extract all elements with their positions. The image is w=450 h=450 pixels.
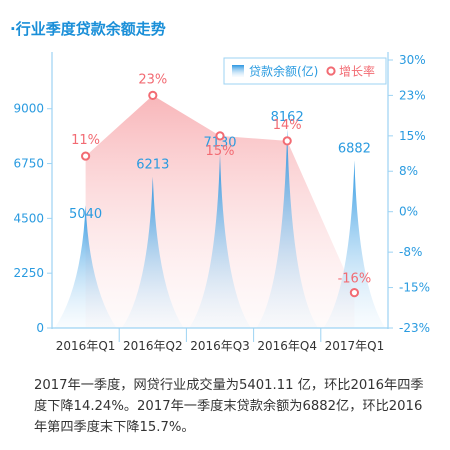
right-tick-label: 30% [399,53,426,67]
x-tick-label: 2016年Q1 [56,339,116,353]
bar-value-label: 7130 [203,135,236,150]
growth-label: 14% [273,118,302,133]
bar [323,160,386,328]
bar [256,129,319,328]
growth-marker [81,151,91,161]
left-tick-label: 2250 [13,266,44,280]
bar-value-label: 8162 [271,110,304,125]
chart: 2016年Q1 2016年Q2 2016年Q3 2016年Q4 2017年Q1 9000 6… [13,52,430,353]
description-text: 2017年一季度，网贷行业成交量为5401.11 亿，环比2016年四季度下降1… [34,375,426,438]
bar [189,154,251,328]
x-tick-label: 2016年Q4 [257,339,317,353]
growth-label: 15% [206,144,235,159]
growth-marker [215,131,225,141]
right-tick-label: -8% [399,245,422,259]
legend-growth-swatch [326,66,336,76]
bar-value-label: 5040 [69,207,102,222]
legend-bar-label: 贷款余额(亿) [249,64,318,79]
bar-value-label: 6882 [338,141,371,156]
bar-value-label: 6213 [136,158,169,173]
x-tick-label: 2016年Q3 [190,339,250,353]
chart-title: ·行业季度贷款余额走势 [10,20,166,38]
description-paragraph: 2017年一季度，网贷行业成交量为5401.11 亿，环比2016年四季度下降1… [34,378,424,435]
x-tick-label: 2017年Q1 [325,339,385,353]
legend: 贷款余额(亿) 增长率 [223,57,387,85]
growth-label: -16% [338,272,372,287]
growth-marker [282,136,292,146]
right-tick-label: 15% [399,129,426,143]
legend-bar-swatch [232,65,244,77]
growth-label: 23% [138,72,167,87]
bar-layer [54,129,386,328]
bar [54,205,117,328]
growth-marker [349,288,359,298]
right-tick-label: 23% [399,88,426,102]
left-tick-label: 4500 [13,211,44,225]
right-tick-label: -15% [399,281,430,295]
axes-layer [47,52,393,342]
label-layer: 2016年Q1 2016年Q2 2016年Q3 2016年Q4 2017年Q1 9000 6… [13,53,430,353]
legend-growth-label: 增长率 [339,64,375,79]
right-tick-label: 0% [399,205,418,219]
growth-marker [148,90,158,100]
left-tick-label: 9000 [13,102,44,116]
growth-label: 11% [71,133,100,148]
x-tick-label: 2016年Q2 [123,339,183,353]
legend-box [223,57,387,85]
right-tick-label: -23% [399,321,430,335]
right-tick-label: 8% [399,164,418,178]
left-tick-label: 6750 [13,157,44,171]
bar [121,176,184,328]
left-tick-label: 0 [36,321,44,335]
